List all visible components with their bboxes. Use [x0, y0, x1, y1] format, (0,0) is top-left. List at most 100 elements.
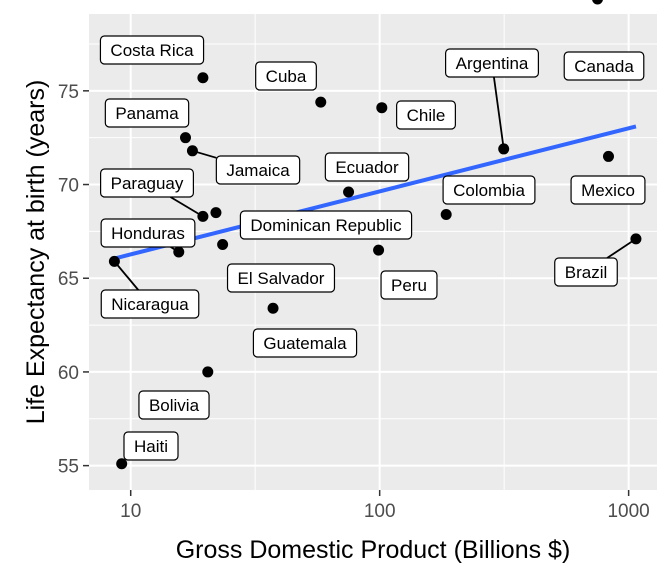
- country-label: El Salvador: [226, 263, 336, 293]
- x-tick-label: 10: [120, 501, 141, 522]
- label-text: Peru: [391, 276, 427, 295]
- country-label: Ecuador: [324, 152, 410, 182]
- label-box: [100, 218, 196, 248]
- country-label: Jamaica: [215, 155, 301, 185]
- data-point: [202, 366, 214, 378]
- country-label: Peru: [380, 270, 438, 300]
- country-label: Mexico: [570, 175, 646, 205]
- label-text: Ecuador: [335, 158, 399, 177]
- country-labels: Haiti Nicaragua Honduras Paraguay Panama Jama…: [99, 35, 646, 461]
- country-label: Honduras: [100, 218, 196, 248]
- label-text: Jamaica: [226, 161, 290, 180]
- label-text: Colombia: [453, 181, 525, 200]
- data-point: [373, 244, 385, 256]
- country-label: Panama: [104, 98, 190, 128]
- data-point: [179, 132, 191, 144]
- y-tick-label: 60: [58, 363, 79, 384]
- x-axis-title: Gross Domestic Product (Billions $): [176, 536, 571, 564]
- x-tick-label: 100: [364, 501, 396, 522]
- data-point: [315, 96, 327, 108]
- label-box: [396, 100, 456, 130]
- country-label: Dominican Republic: [239, 210, 413, 240]
- data-point: [376, 102, 388, 114]
- label-box: [100, 289, 200, 319]
- label-text: Canada: [574, 57, 634, 76]
- label-box: [445, 48, 539, 78]
- label-box: [255, 61, 317, 91]
- label-text: Guatemala: [263, 334, 347, 353]
- leader-line: [606, 238, 637, 259]
- data-point: [197, 210, 209, 222]
- data-point: [592, 0, 603, 5]
- label-box: [442, 175, 536, 205]
- label-text: Argentina: [456, 54, 529, 73]
- leader-line: [169, 196, 204, 218]
- label-text: Bolivia: [149, 396, 200, 415]
- y-tick-label: 75: [58, 82, 79, 103]
- label-text: Haiti: [134, 437, 168, 456]
- country-label: Paraguay: [100, 168, 194, 198]
- label-text: Nicaragua: [111, 295, 189, 314]
- data-points: [108, 0, 642, 470]
- country-label: Bolivia: [138, 390, 210, 420]
- label-text: Panama: [115, 104, 179, 123]
- country-label: Cuba: [255, 61, 317, 91]
- data-point: [498, 143, 510, 155]
- country-label: Argentina: [445, 48, 539, 78]
- label-box: [99, 35, 205, 65]
- label-box: [570, 175, 646, 205]
- leader-line: [493, 76, 505, 150]
- label-box: [554, 257, 618, 287]
- major-gridlines: [89, 14, 657, 490]
- country-label: Chile: [396, 100, 456, 130]
- data-point: [108, 255, 120, 267]
- trend-line: [113, 124, 637, 261]
- y-tick-label: 65: [58, 269, 79, 290]
- data-point: [186, 145, 198, 157]
- label-text: Brazil: [565, 263, 608, 282]
- data-point: [630, 233, 642, 245]
- label-box: [563, 51, 645, 81]
- label-box: [138, 390, 210, 420]
- label-box: [239, 210, 413, 240]
- data-point: [267, 302, 279, 314]
- label-box: [226, 263, 336, 293]
- label-text: El Salvador: [238, 269, 325, 288]
- label-text: Mexico: [581, 181, 635, 200]
- label-box: [252, 328, 358, 358]
- label-box: [104, 98, 190, 128]
- data-point: [440, 209, 452, 221]
- label-text: Costa Rica: [110, 41, 194, 60]
- data-point: [116, 458, 128, 470]
- data-point: [197, 72, 209, 84]
- label-box: [324, 152, 410, 182]
- label-text: Paraguay: [111, 174, 184, 193]
- label-text: Honduras: [111, 224, 185, 243]
- trend-line-layer: [113, 124, 637, 261]
- label-text: Chile: [407, 106, 446, 125]
- country-label: Colombia: [442, 175, 536, 205]
- data-point: [602, 150, 614, 162]
- label-box: [100, 168, 194, 198]
- country-label: Canada: [563, 51, 645, 81]
- x-tick-label: 1000: [607, 501, 649, 522]
- data-point: [173, 246, 185, 258]
- data-point: [343, 186, 355, 198]
- country-label: Guatemala: [252, 328, 358, 358]
- leader-line: [113, 260, 139, 291]
- x-axis-ticks: 10 100 1000: [120, 490, 650, 522]
- y-tick-label: 55: [58, 457, 79, 478]
- country-label: Brazil: [554, 257, 618, 287]
- country-label: Costa Rica: [99, 35, 205, 65]
- country-label: Haiti: [123, 431, 179, 461]
- data-point: [210, 207, 222, 219]
- y-tick-label: 70: [58, 176, 79, 197]
- country-label: Nicaragua: [100, 289, 200, 319]
- label-box: [380, 270, 438, 300]
- label-text: Dominican Republic: [250, 216, 402, 235]
- data-point: [217, 239, 229, 251]
- label-box: [123, 431, 179, 461]
- label-box: [215, 155, 301, 185]
- label-text: Cuba: [266, 67, 307, 86]
